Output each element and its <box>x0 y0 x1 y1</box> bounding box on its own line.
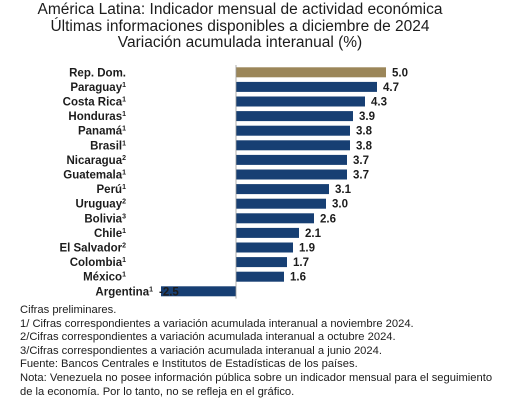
bar-9 <box>236 198 326 209</box>
category-label-11: Chile1 <box>94 228 126 240</box>
bar-1 <box>236 81 377 92</box>
category-label-14: México1 <box>83 272 126 284</box>
bar-11 <box>236 227 299 238</box>
bar-4 <box>236 125 350 136</box>
footnote-2: 2/Cifras correspondientes a variación ac… <box>20 331 396 344</box>
value-label-15: -2.5 <box>159 286 179 298</box>
value-label-0: 5.0 <box>392 67 408 79</box>
category-label-10: Bolivia3 <box>84 213 126 225</box>
chart-subtitle: Últimas informaciones disponibles a dici… <box>50 17 430 35</box>
value-label-13: 1.7 <box>293 257 309 269</box>
value-label-2: 4.3 <box>371 97 387 109</box>
chart-subtitle-units: Variación acumulada interanual (%) <box>117 34 363 51</box>
value-label-14: 1.6 <box>290 272 306 284</box>
value-label-5: 3.8 <box>356 140 373 152</box>
category-label-12: El Salvador2 <box>59 243 126 255</box>
category-label-0: Rep. Dom. <box>69 67 126 79</box>
bar-5 <box>236 140 350 151</box>
footnote-1: 1/ Cifras correspondientes a variación a… <box>20 317 414 330</box>
value-label-12: 1.9 <box>299 243 315 255</box>
value-label-3: 3.9 <box>359 111 375 123</box>
category-label-1: Paraguay1 <box>70 82 126 94</box>
bar-8 <box>236 184 329 195</box>
bar-15 <box>161 286 236 297</box>
value-label-10: 2.6 <box>320 213 336 225</box>
footnote-source: Fuente: Bancos Centrales e Institutos de… <box>20 358 358 371</box>
bar-14 <box>236 271 284 282</box>
value-label-7: 3.7 <box>353 170 369 182</box>
bar-2 <box>236 96 365 107</box>
bar-chart: Rep. Dom. 5.0 Paraguay1 4.7 Costa Rica1 4.3 Ho… <box>59 65 408 299</box>
chart-title-block: América Latina: Indicador mensual de act… <box>0 1 480 52</box>
category-label-4: Panamá1 <box>78 126 126 138</box>
footnote-3: 3/Cifras correspondientes a variación ac… <box>20 344 382 357</box>
bar-7 <box>236 169 347 180</box>
footnote-preliminary: Cifras preliminares. <box>20 304 117 316</box>
category-label-2: Costa Rica1 <box>63 97 126 109</box>
footnote-venezuela: Nota: Venezuela no posee información púb… <box>20 371 493 398</box>
category-label-3: Honduras1 <box>68 111 126 123</box>
value-label-11: 2.1 <box>305 228 322 240</box>
bar-6 <box>236 154 347 165</box>
bar-13 <box>236 257 287 268</box>
chart-title: América Latina: Indicador mensual de act… <box>37 1 443 18</box>
category-label-5: Brasil1 <box>90 140 126 152</box>
category-label-13: Colombia1 <box>70 257 126 269</box>
bar-0 <box>236 67 386 78</box>
value-label-6: 3.7 <box>353 155 369 167</box>
value-label-4: 3.8 <box>356 126 373 138</box>
footnotes: Cifras preliminares. 1/ Cifras correspon… <box>20 304 500 399</box>
category-label-9: Uruguay2 <box>75 199 126 211</box>
value-label-8: 3.1 <box>335 184 352 196</box>
category-label-7: Guatemala1 <box>63 170 126 182</box>
bar-10 <box>236 213 314 224</box>
bar-12 <box>236 242 293 253</box>
value-label-1: 4.7 <box>383 82 399 94</box>
category-label-15: Argentina1 <box>95 286 153 298</box>
category-label-8: Perú1 <box>97 184 127 196</box>
bar-3 <box>236 111 353 122</box>
value-label-9: 3.0 <box>332 199 348 211</box>
category-label-6: Nicaragua2 <box>66 155 126 167</box>
